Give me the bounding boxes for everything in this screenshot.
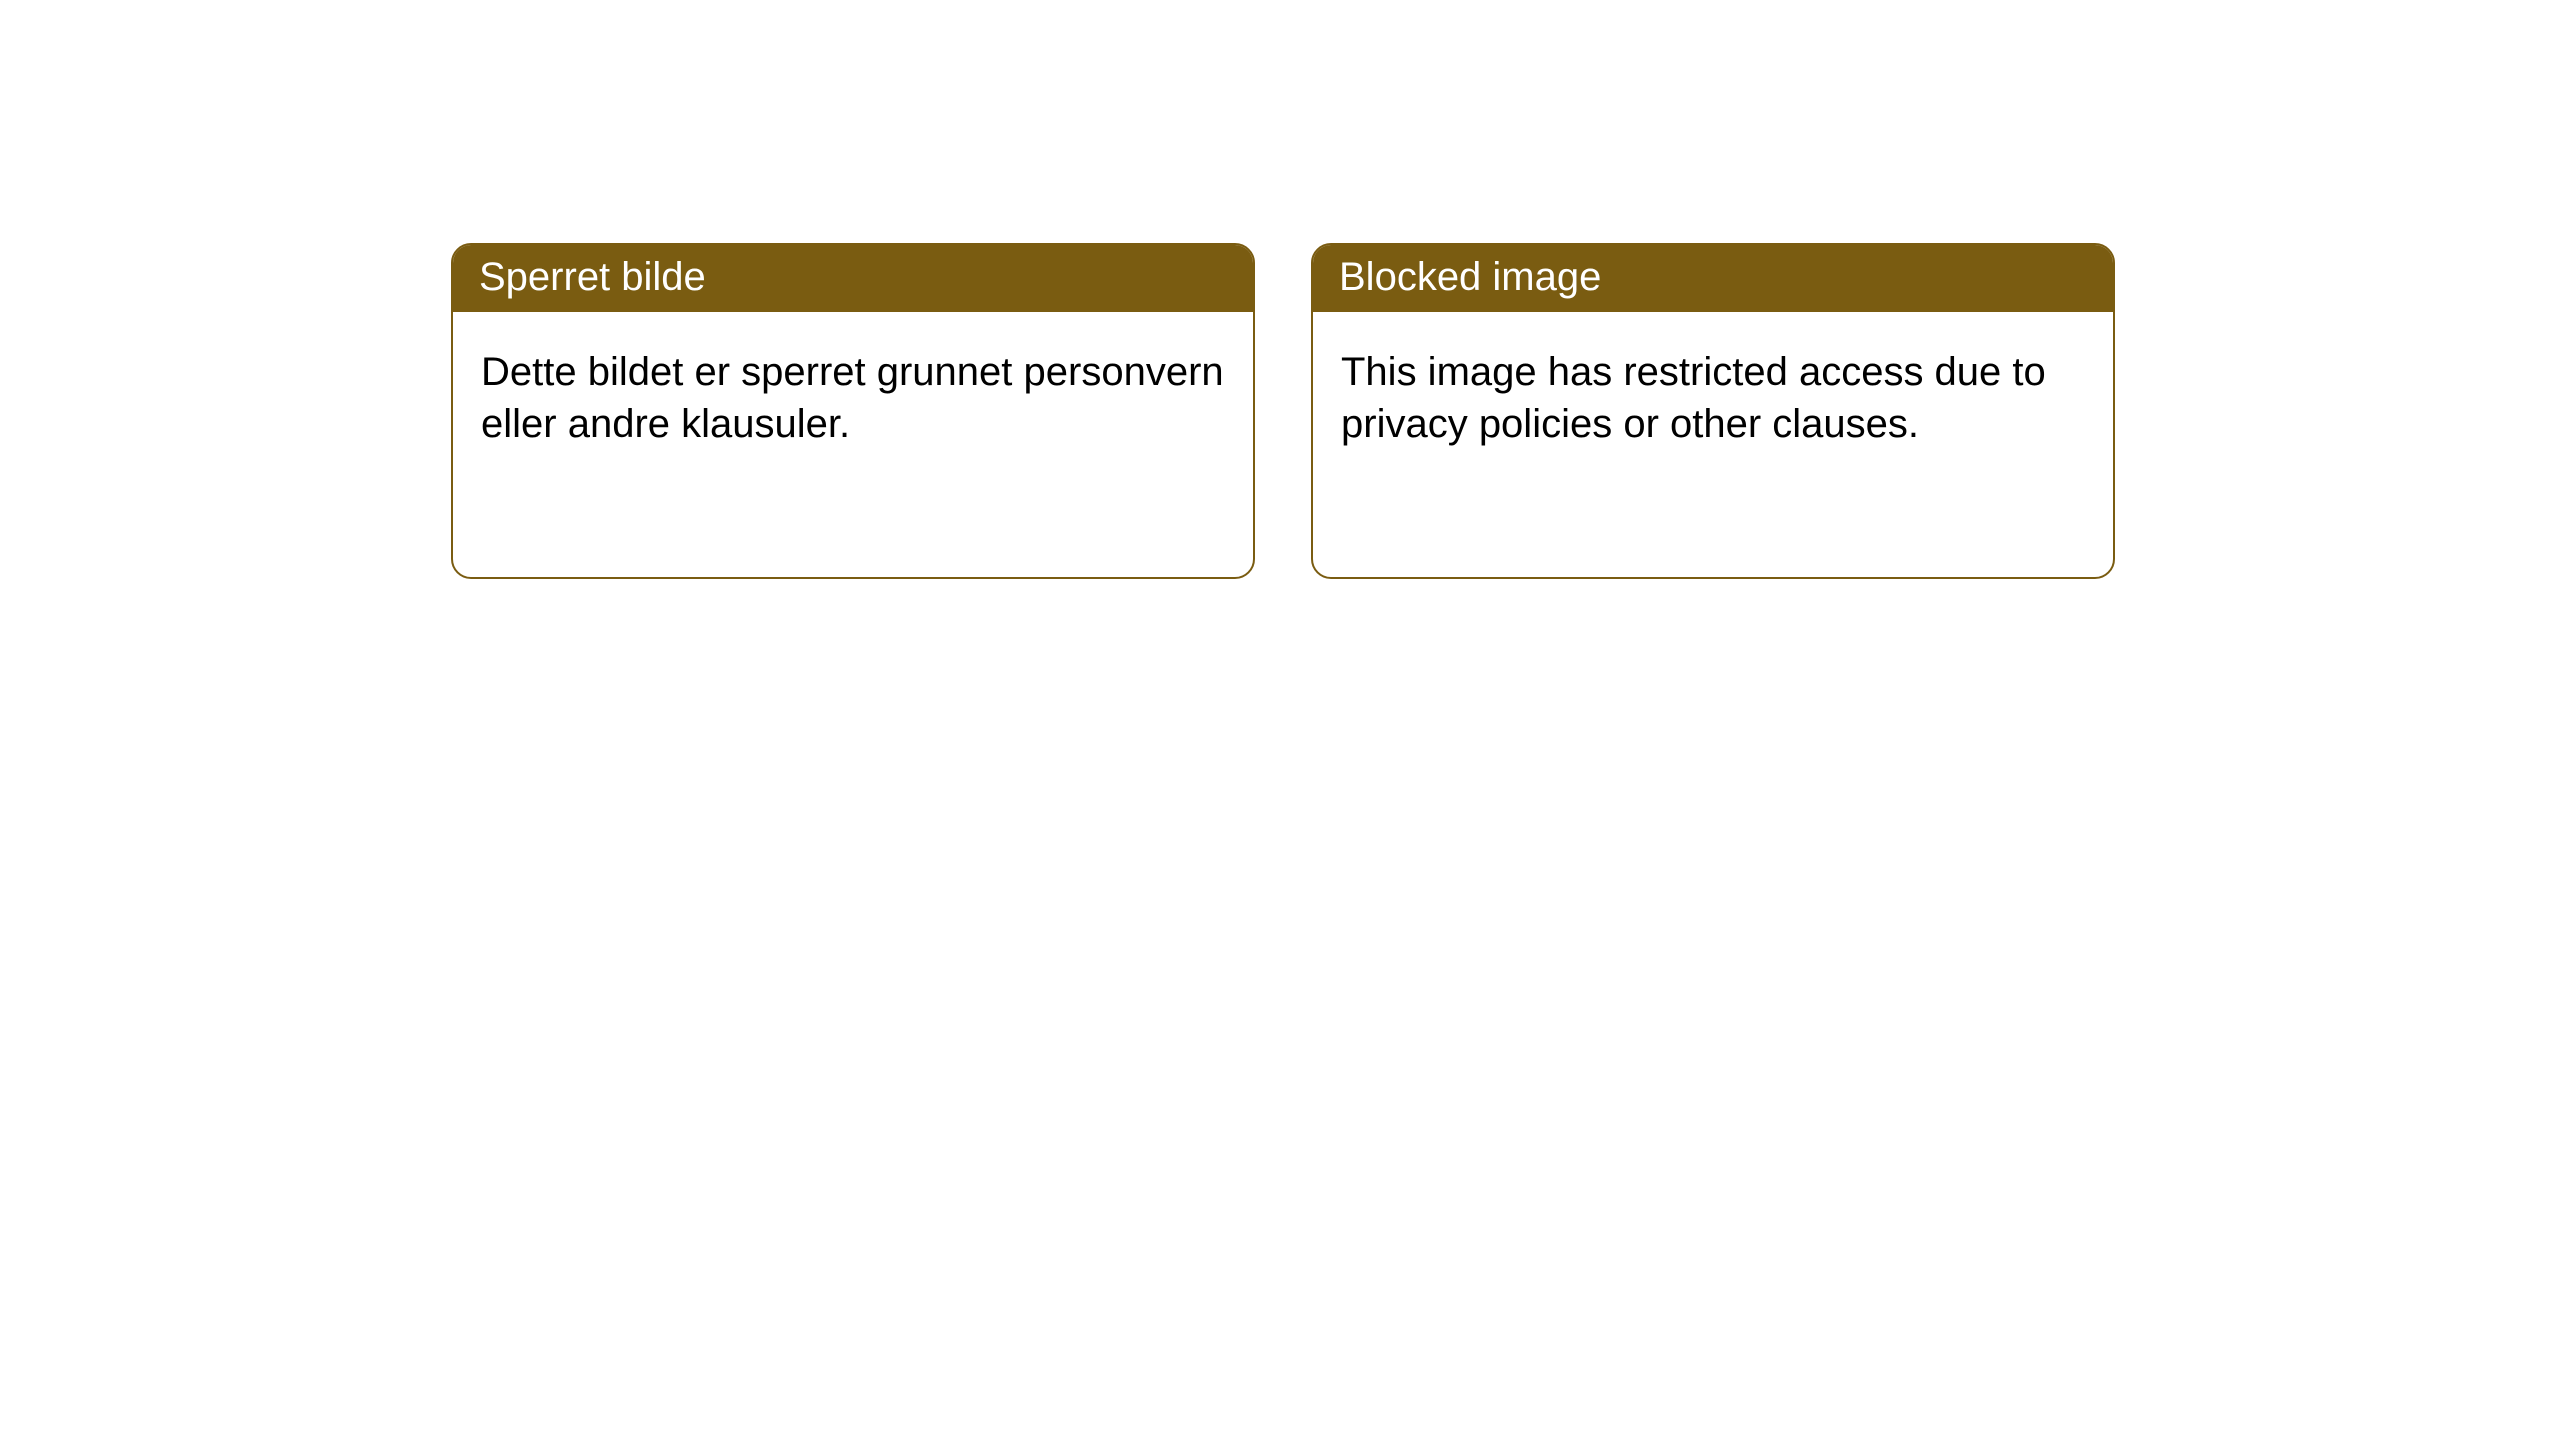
notice-body-norwegian: Dette bildet er sperret grunnet personve… — [453, 312, 1253, 484]
notice-cards-container: Sperret bilde Dette bildet er sperret gr… — [451, 243, 2115, 579]
notice-header-english: Blocked image — [1313, 245, 2113, 312]
notice-header-norwegian: Sperret bilde — [453, 245, 1253, 312]
notice-text-norwegian: Dette bildet er sperret grunnet personve… — [481, 350, 1224, 446]
notice-card-english: Blocked image This image has restricted … — [1311, 243, 2115, 579]
notice-title-norwegian: Sperret bilde — [479, 255, 706, 299]
notice-text-english: This image has restricted access due to … — [1341, 350, 2046, 446]
notice-body-english: This image has restricted access due to … — [1313, 312, 2113, 484]
notice-title-english: Blocked image — [1339, 255, 1601, 299]
notice-card-norwegian: Sperret bilde Dette bildet er sperret gr… — [451, 243, 1255, 579]
